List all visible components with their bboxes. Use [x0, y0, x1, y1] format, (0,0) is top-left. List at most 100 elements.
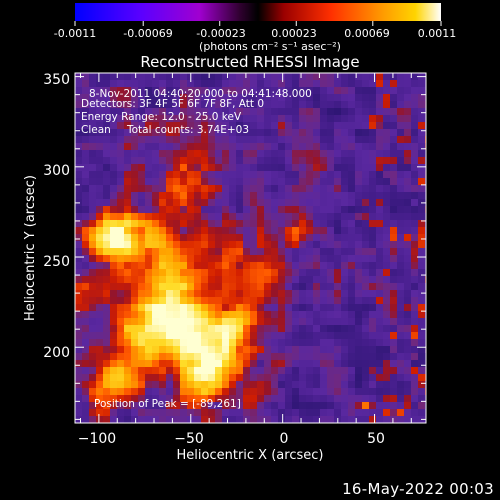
- image-pixel: [313, 213, 321, 221]
- image-pixel: [390, 339, 398, 347]
- colorbar-units: (photons cm⁻² s⁻¹ asec⁻²): [199, 40, 341, 53]
- image-pixel: [208, 80, 216, 88]
- image-pixel: [222, 178, 230, 186]
- image-pixel: [383, 262, 391, 270]
- image-pixel: [355, 164, 363, 172]
- image-pixel: [117, 381, 125, 389]
- image-pixel: [376, 143, 384, 151]
- image-pixel: [159, 136, 167, 144]
- image-pixel: [250, 304, 258, 312]
- image-pixel: [292, 297, 300, 305]
- image-pixel: [271, 248, 279, 256]
- image-pixel: [215, 346, 223, 354]
- image-pixel: [145, 234, 153, 242]
- image-pixel: [201, 192, 209, 200]
- image-pixel: [327, 402, 335, 410]
- image-pixel: [159, 101, 167, 109]
- image-pixel: [131, 227, 139, 235]
- image-pixel: [173, 164, 181, 172]
- image-pixel: [194, 227, 202, 235]
- image-pixel: [278, 374, 286, 382]
- image-pixel: [187, 325, 195, 333]
- image-pixel: [320, 360, 328, 368]
- image-pixel: [341, 339, 349, 347]
- image-pixel: [313, 164, 321, 172]
- image-pixel: [187, 206, 195, 214]
- image-pixel: [362, 213, 370, 221]
- image-pixel: [103, 248, 111, 256]
- image-pixel: [180, 178, 188, 186]
- image-pixel: [376, 409, 384, 417]
- image-pixel: [138, 283, 146, 291]
- image-pixel: [320, 171, 328, 179]
- image-pixel: [229, 80, 237, 88]
- image-pixel: [320, 227, 328, 235]
- image-pixel: [187, 290, 195, 298]
- image-pixel: [369, 171, 377, 179]
- image-pixel: [285, 395, 293, 403]
- image-pixel: [201, 101, 209, 109]
- image-pixel: [222, 185, 230, 193]
- image-pixel: [257, 241, 265, 249]
- image-pixel: [334, 192, 342, 200]
- image-pixel: [264, 101, 272, 109]
- image-pixel: [82, 220, 90, 228]
- image-pixel: [362, 150, 370, 158]
- image-pixel: [229, 122, 237, 130]
- image-pixel: [152, 395, 160, 403]
- image-pixel: [222, 297, 230, 305]
- image-pixel: [285, 269, 293, 277]
- image-pixel: [117, 290, 125, 298]
- image-pixel: [82, 304, 90, 312]
- image-pixel: [334, 143, 342, 151]
- image-pixel: [334, 108, 342, 116]
- image-pixel: [96, 318, 104, 326]
- image-pixel: [348, 339, 356, 347]
- image-pixel: [271, 206, 279, 214]
- image-pixel: [96, 402, 104, 410]
- image-pixel: [110, 367, 118, 375]
- image-pixel: [89, 136, 97, 144]
- image-pixel: [110, 136, 118, 144]
- image-pixel: [124, 381, 132, 389]
- image-pixel: [285, 346, 293, 354]
- image-pixel: [285, 227, 293, 235]
- image-pixel: [222, 136, 230, 144]
- image-pixel: [159, 416, 167, 423]
- image-pixel: [110, 80, 118, 88]
- image-pixel: [75, 248, 83, 256]
- image-pixel: [187, 101, 195, 109]
- image-pixel: [334, 199, 342, 207]
- image-pixel: [271, 94, 279, 102]
- image-pixel: [229, 388, 237, 396]
- image-pixel: [229, 143, 237, 151]
- image-pixel: [131, 143, 139, 151]
- image-pixel: [327, 94, 335, 102]
- image-pixel: [173, 346, 181, 354]
- image-pixel: [404, 73, 412, 81]
- image-pixel: [257, 80, 265, 88]
- image-pixel: [369, 276, 377, 284]
- image-pixel: [173, 304, 181, 312]
- x-tick-label: −50: [174, 431, 204, 447]
- image-pixel: [124, 178, 132, 186]
- image-pixel: [229, 353, 237, 361]
- image-pixel: [362, 262, 370, 270]
- image-pixel: [334, 353, 342, 361]
- image-pixel: [229, 227, 237, 235]
- image-pixel: [215, 150, 223, 158]
- image-pixel: [215, 395, 223, 403]
- image-pixel: [138, 101, 146, 109]
- image-pixel: [201, 255, 209, 263]
- image-pixel: [376, 80, 384, 88]
- image-pixel: [110, 269, 118, 277]
- image-pixel: [327, 332, 335, 340]
- image-pixel: [362, 367, 370, 375]
- image-pixel: [124, 94, 132, 102]
- image-pixel: [320, 269, 328, 277]
- image-pixel: [327, 283, 335, 291]
- image-pixel: [285, 290, 293, 298]
- image-pixel: [117, 276, 125, 284]
- image-pixel: [159, 87, 167, 95]
